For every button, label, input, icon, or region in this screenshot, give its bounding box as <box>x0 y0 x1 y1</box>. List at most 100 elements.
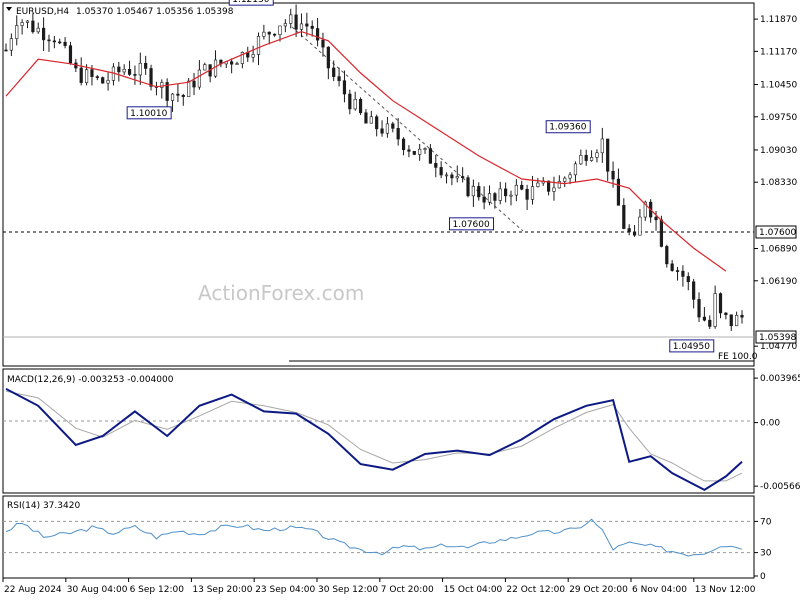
price-bar-body <box>600 138 604 154</box>
time-tick-label: 15 Oct 04:00 <box>444 585 503 595</box>
price-bar-body <box>170 93 175 101</box>
price-bar-body <box>557 181 561 189</box>
price-label-box <box>669 339 715 353</box>
price-bar-body <box>235 63 239 65</box>
price-bar-body <box>321 39 325 48</box>
price-tick-label: 1.04770 <box>760 342 797 352</box>
price-panel-frame <box>2 2 755 367</box>
time-tick-label: 29 Oct 20:00 <box>569 585 628 595</box>
price-bar-body <box>407 149 411 152</box>
price-bar-body <box>589 157 594 161</box>
price-bar-body <box>47 39 51 42</box>
price-bar-body <box>9 38 13 51</box>
price-bar-body <box>729 314 733 327</box>
price-bar-body <box>740 315 744 318</box>
price-bar-body <box>455 176 459 179</box>
price-bar-body <box>315 28 320 41</box>
price-bar-body <box>187 80 191 97</box>
price-bar-body <box>487 193 492 203</box>
time-tick-label: 13 Nov 12:00 <box>695 585 756 595</box>
price-bar-body <box>63 41 67 46</box>
macd-label: MACD(12,26,9) -0.003253 -0.004000 <box>7 375 174 385</box>
price-bar-body <box>606 138 610 172</box>
price-label-box <box>449 217 495 231</box>
macd-panel-frame <box>2 368 755 494</box>
price-bar-body <box>251 54 255 58</box>
price-bar-body <box>79 67 83 83</box>
price-bar-body <box>144 62 148 69</box>
price-bar-body <box>568 174 572 179</box>
price-bar-body <box>353 98 357 110</box>
price-bar-body <box>160 82 164 88</box>
price-bar-body <box>68 45 73 64</box>
level-tag-text: 1.07600 <box>759 228 796 238</box>
rsi-line <box>5 518 743 557</box>
macd-signal-line <box>5 390 743 482</box>
price-bar-body <box>305 23 309 27</box>
price-bar-body <box>31 20 35 33</box>
rsi-label: RSI(14) 37.3420 <box>7 501 80 511</box>
level-tag-1-07600: 1.07600 <box>755 225 797 239</box>
price-tick-label: 1.09030 <box>760 146 797 156</box>
rsi-tick-label: 70 <box>760 517 772 527</box>
price-bar-body <box>444 174 449 177</box>
price-bar-body <box>627 228 631 233</box>
time-tick-label: 23 Sep 04:00 <box>255 585 315 595</box>
time-tick-label: 30 Aug 04:00 <box>67 585 128 595</box>
price-bar-body <box>563 177 567 182</box>
rsi-tick-label: 0 <box>760 572 766 582</box>
price-bar-body <box>718 293 723 314</box>
price-bar-body <box>654 216 658 221</box>
price-label-box <box>228 0 274 6</box>
price-bar-body <box>504 188 508 197</box>
price-bar-body <box>197 69 202 88</box>
price-bar-body <box>434 163 438 168</box>
time-tick-label: 6 Sep 12:00 <box>130 585 185 595</box>
price-bar-body <box>611 170 615 180</box>
rsi-panel: RSI(14) 37.3420 70 30 0 <box>3 501 772 582</box>
price-bar-body <box>477 186 481 198</box>
macd-tick-label: 0.00 <box>760 419 780 429</box>
price-bar-body <box>358 98 363 114</box>
price-bar-body <box>289 14 293 24</box>
time-tick-label: 22 Aug 2024 <box>4 585 62 595</box>
price-bar-body <box>203 64 207 71</box>
price-axis: 1.11870 1.11170 1.10450 1.09750 1.09030 1.083… <box>754 15 797 352</box>
dropdown-triangle-icon[interactable] <box>6 7 12 11</box>
price-bar-body <box>616 178 621 206</box>
price-tick-label: 1.10450 <box>760 81 797 91</box>
time-axis: 22 Aug 2024 30 Aug 04:00 6 Sep 12:00 13 Sep… <box>2 578 756 595</box>
chart-header: EURUSD,H4 1.05370 1.05467 1.05356 1.0539… <box>6 7 234 17</box>
watermark: ActionForex.com <box>198 281 364 305</box>
macd-tick-label: -0.005669 <box>760 482 800 492</box>
rsi-axis: 70 30 0 <box>754 517 772 582</box>
price-bar-body <box>385 123 390 134</box>
price-bar-body <box>36 27 40 33</box>
price-bar-body <box>530 186 535 200</box>
price-bar-body <box>461 176 465 178</box>
price-bar-body <box>509 194 513 197</box>
macd-main-line <box>5 388 743 492</box>
price-bar-body <box>713 293 717 327</box>
price-bar-body <box>42 27 46 41</box>
price-bar-body <box>256 36 261 55</box>
price-bar-body <box>450 174 454 179</box>
price-bar-body <box>310 25 314 29</box>
price-labels: 1.12130 1.10010 1.07600 1.09360 1.04950 <box>126 0 715 353</box>
price-bar-body <box>708 319 712 327</box>
price-label-text: 1.10010 <box>130 109 167 119</box>
price-bar-body <box>622 205 626 229</box>
price-bar-body <box>681 270 685 277</box>
price-tick-label: 1.09750 <box>760 113 797 123</box>
price-label-box <box>126 106 172 120</box>
price-bar-body <box>165 82 169 101</box>
price-bars <box>4 4 744 331</box>
price-bar-body <box>665 246 669 265</box>
price-label-text: 1.12130 <box>232 0 269 5</box>
price-bar-body <box>90 69 94 77</box>
price-bar-body <box>95 76 99 78</box>
price-label-text: 1.07600 <box>453 220 490 230</box>
price-bar-body <box>348 93 352 110</box>
price-bar-body <box>299 23 304 30</box>
